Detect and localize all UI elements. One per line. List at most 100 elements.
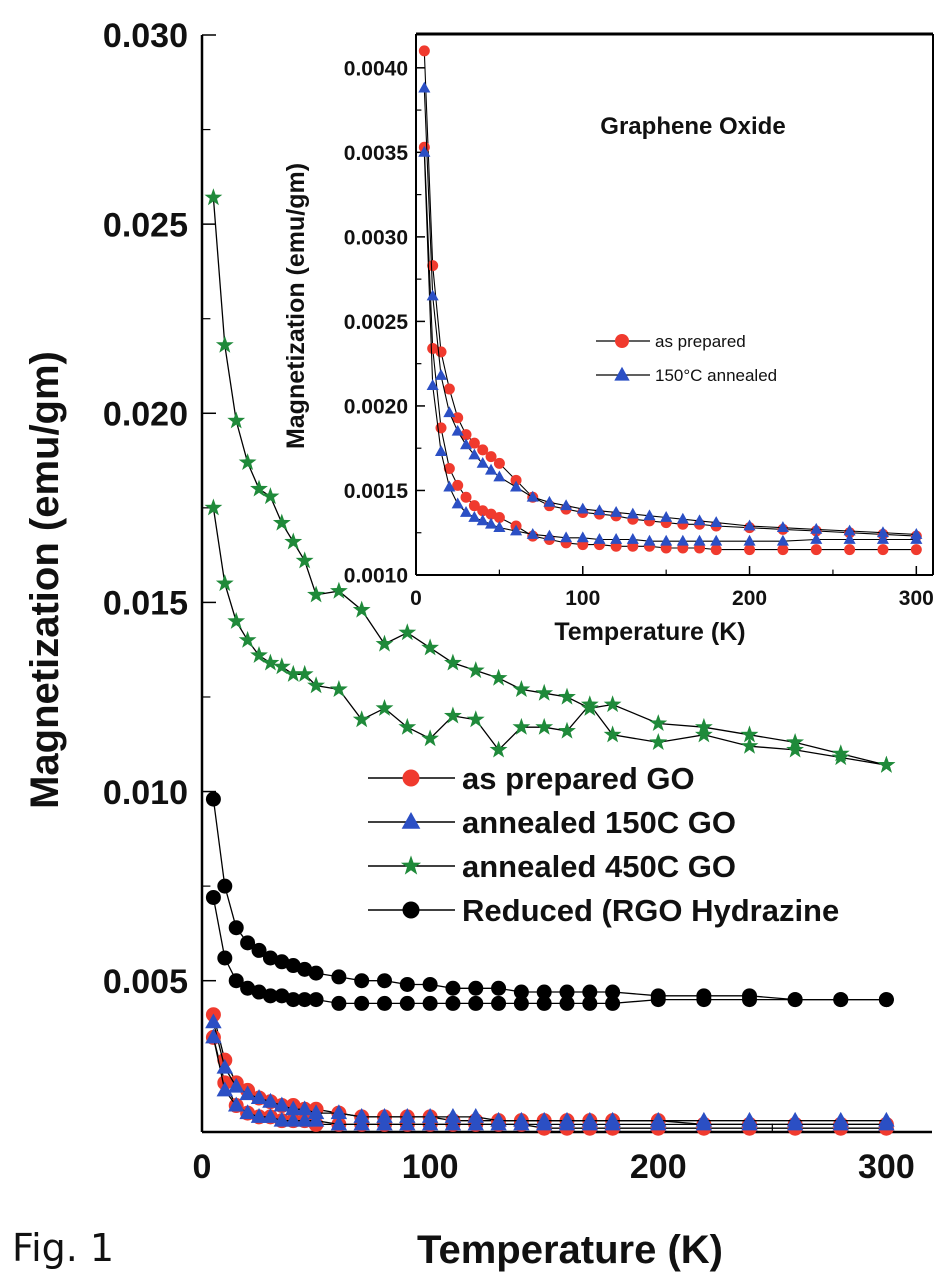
data-point <box>510 474 522 486</box>
data-point <box>353 1108 370 1123</box>
data-point <box>459 505 473 517</box>
legend-label: as prepared <box>655 332 746 351</box>
data-point <box>467 1115 484 1131</box>
data-point <box>693 534 706 546</box>
legend-entry: as prepared GO <box>368 761 695 796</box>
y-tick-label: 0.0015 <box>344 480 409 503</box>
data-point <box>710 534 723 546</box>
data-point <box>460 429 472 441</box>
data-point <box>626 507 639 519</box>
x-axis-label: Temperature (K) <box>554 618 745 646</box>
data-point <box>559 984 575 1000</box>
data-point <box>307 1111 325 1127</box>
legend-label: Reduced (RGO Hydrazine <box>462 893 839 928</box>
data-point <box>743 534 756 546</box>
legend-label: annealed 150C GO <box>462 805 736 840</box>
data-point <box>485 508 497 520</box>
data-point <box>605 995 621 1011</box>
data-point <box>468 995 484 1011</box>
data-point <box>444 706 462 724</box>
data-point <box>398 717 417 735</box>
data-point <box>205 1028 222 1044</box>
data-point <box>491 995 507 1011</box>
data-point <box>330 581 348 599</box>
data-point <box>451 497 464 509</box>
data-point <box>443 406 456 418</box>
data-point <box>376 1115 393 1131</box>
legend-marker <box>402 769 420 787</box>
data-point <box>205 791 221 807</box>
legend-entry: annealed 150C GO <box>368 805 736 840</box>
data-point <box>295 664 314 682</box>
data-point <box>493 470 506 482</box>
data-point <box>274 954 290 970</box>
data-point <box>876 526 890 538</box>
data-point <box>238 453 257 470</box>
data-point <box>422 995 438 1011</box>
x-tick-label: 300 <box>858 1148 915 1186</box>
data-point <box>205 1013 222 1029</box>
data-point <box>422 976 438 992</box>
data-point <box>843 524 856 536</box>
y-axis-label: Magnetization (emu/gm) <box>282 163 310 449</box>
data-point <box>560 499 573 511</box>
data-point <box>536 995 552 1011</box>
data-point <box>261 487 280 505</box>
y-tick-label: 0.0030 <box>344 226 408 249</box>
data-point <box>354 973 370 989</box>
data-point <box>398 623 417 641</box>
data-point <box>307 676 325 694</box>
data-point <box>273 1096 291 1112</box>
data-point <box>580 695 599 713</box>
data-point <box>582 984 598 1000</box>
data-point <box>490 1115 507 1131</box>
data-point <box>535 1115 553 1131</box>
data-point <box>375 699 394 716</box>
x-tick-label: 100 <box>565 587 600 610</box>
data-point <box>204 498 223 516</box>
data-point <box>295 551 314 569</box>
data-point <box>262 1092 279 1108</box>
data-point <box>513 1115 530 1131</box>
y-tick-label: 0.010 <box>103 774 188 812</box>
inset-legend-entry: 150°C annealed <box>596 366 777 385</box>
y-tick-label: 0.0025 <box>344 311 409 334</box>
data-point <box>251 984 267 1000</box>
data-point <box>421 729 439 747</box>
legend-entry: Reduced (RGO Hydrazine <box>368 893 839 928</box>
data-point <box>810 522 823 534</box>
inset-legend-entry: as prepared <box>596 332 746 351</box>
data-point <box>491 980 507 996</box>
data-point <box>330 1115 348 1131</box>
data-point <box>649 733 668 750</box>
data-point <box>240 980 256 996</box>
data-point <box>426 379 439 391</box>
data-point <box>227 1077 245 1093</box>
data-point <box>444 1115 462 1131</box>
data-point <box>741 1115 758 1131</box>
data-point <box>643 534 656 546</box>
data-point <box>296 1111 313 1127</box>
y-axis-label: Magnetization (emu/gm) <box>23 351 67 809</box>
series-3 <box>205 791 894 1011</box>
data-point <box>526 527 539 539</box>
data-point <box>444 1108 462 1123</box>
data-point <box>513 984 529 1000</box>
legend-marker <box>401 811 421 829</box>
data-point <box>418 45 430 57</box>
data-point <box>444 653 462 671</box>
data-point <box>426 289 439 301</box>
data-point <box>536 984 552 1000</box>
data-point <box>216 1081 234 1097</box>
y-tick-label: 0.005 <box>103 963 188 1001</box>
data-point <box>650 992 666 1008</box>
legend-label: 150°C annealed <box>655 366 777 385</box>
data-point <box>477 505 489 517</box>
legend-marker <box>400 855 422 875</box>
data-point <box>274 988 290 1004</box>
data-point <box>285 1111 302 1127</box>
inset-chart: 0 100 200 300 0.0010 0.0015 0.0020 0.0025 0.0030… <box>282 32 934 646</box>
data-point <box>650 1115 667 1131</box>
data-point <box>330 680 348 697</box>
